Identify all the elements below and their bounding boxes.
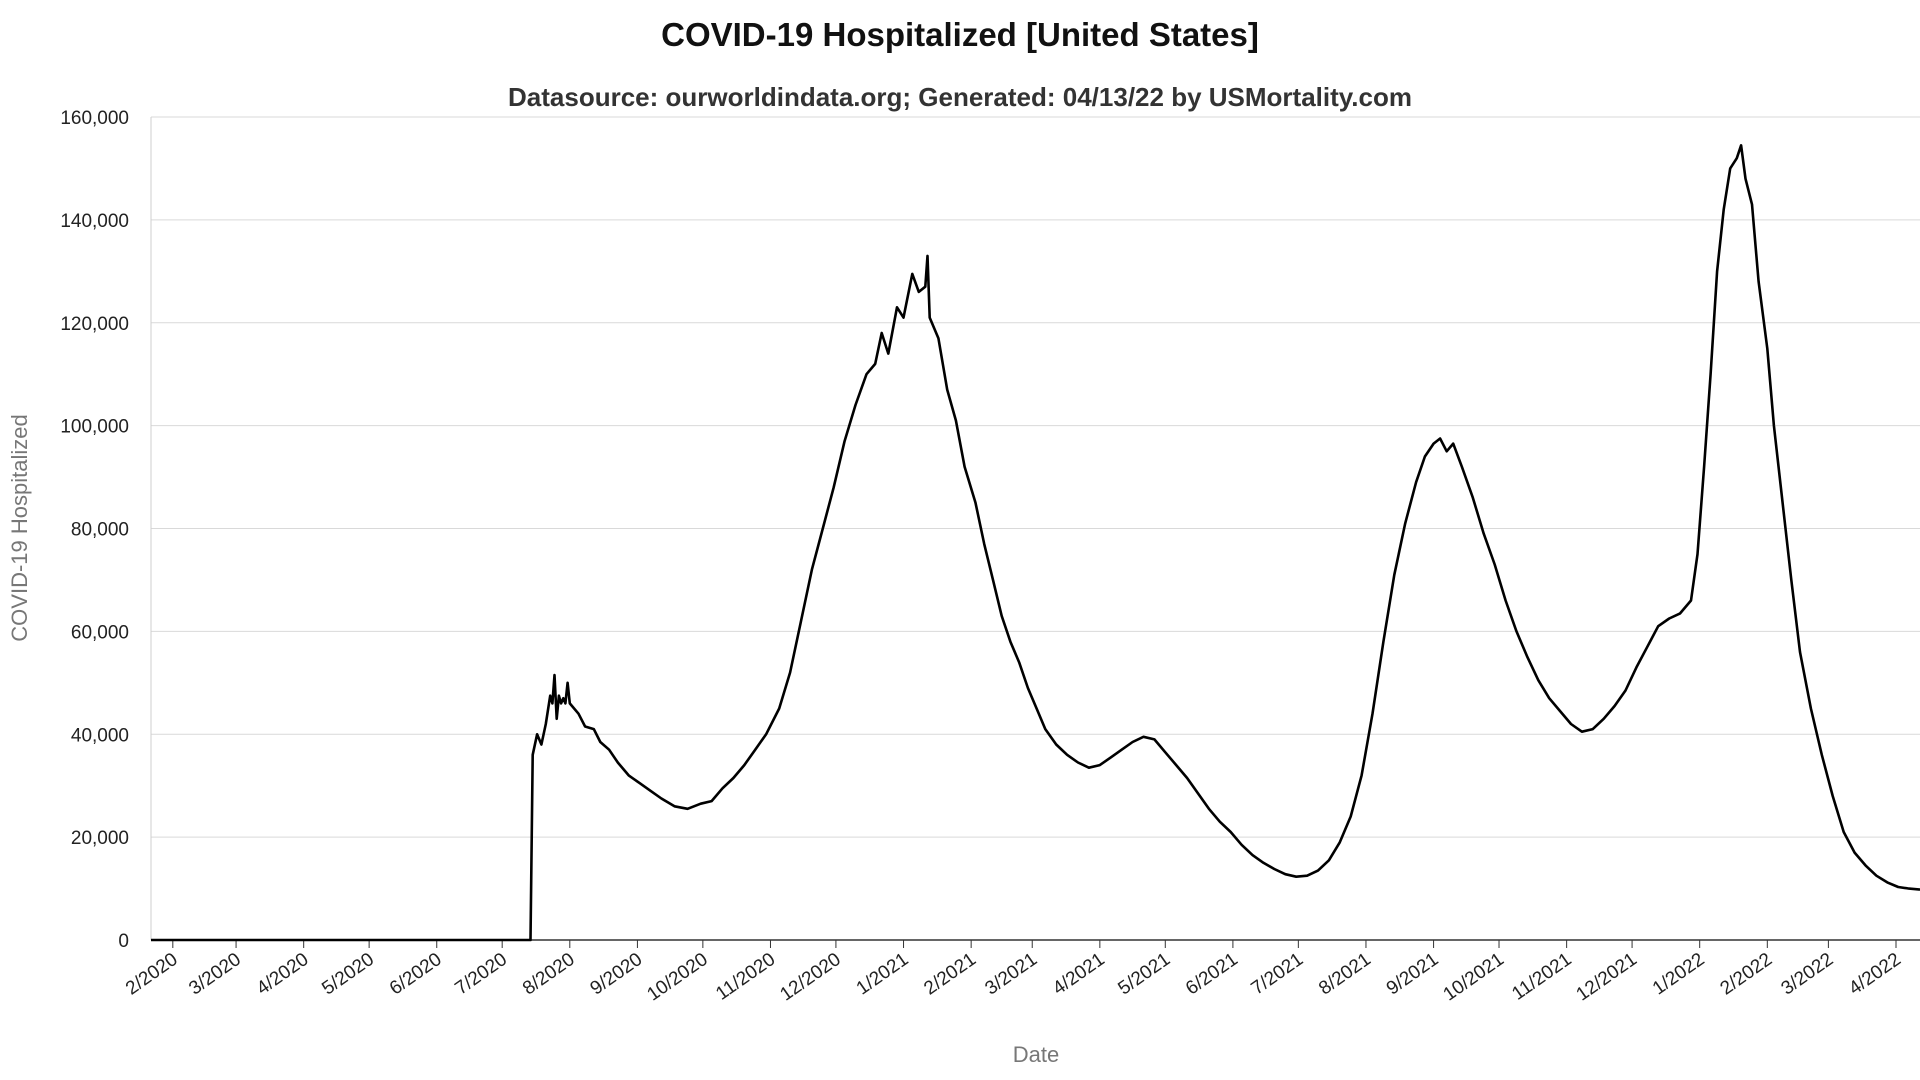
y-tick-label: 160,000 bbox=[60, 108, 129, 129]
x-tick-label: 12/2021 bbox=[1573, 949, 1641, 1006]
x-tick-label: 3/2021 bbox=[981, 949, 1041, 1000]
y-tick-label: 140,000 bbox=[60, 211, 129, 232]
x-tick-label: 8/2021 bbox=[1315, 949, 1375, 1000]
y-tick-label: 120,000 bbox=[60, 314, 129, 335]
x-axis-title: Date bbox=[1013, 1042, 1059, 1067]
y-tick-label: 80,000 bbox=[71, 520, 129, 541]
x-tick-label: 7/2020 bbox=[451, 949, 511, 1000]
x-tick-label: 4/2021 bbox=[1049, 949, 1109, 1000]
y-tick-label: 100,000 bbox=[60, 417, 129, 438]
x-tick-label: 9/2020 bbox=[587, 949, 647, 1000]
x-tick-label: 4/2022 bbox=[1845, 949, 1905, 1000]
x-tick-label: 10/2021 bbox=[1440, 949, 1508, 1006]
x-tick-label: 6/2020 bbox=[386, 949, 446, 1000]
gridlines bbox=[151, 116, 1920, 941]
x-tick-label: 11/2021 bbox=[1508, 949, 1575, 1005]
x-tick-label: 10/2020 bbox=[643, 949, 711, 1006]
x-tick-label: 8/2020 bbox=[519, 949, 579, 1000]
x-tick-label: 11/2020 bbox=[712, 949, 779, 1005]
x-tick-label: 2/2021 bbox=[920, 949, 980, 1000]
x-tick-label: 12/2020 bbox=[776, 949, 844, 1006]
x-tick-label: 2/2020 bbox=[122, 949, 182, 1000]
x-tick-label: 1/2022 bbox=[1649, 949, 1709, 1000]
series-layer bbox=[151, 144, 1920, 942]
axes: 0 20,000 40,000 60,000 80,000 100,000 120,000 1… bbox=[60, 108, 1920, 1005]
x-tick-label: 4/2020 bbox=[253, 949, 313, 1000]
y-tick-label: 20,000 bbox=[71, 828, 129, 849]
x-tick-label: 6/2021 bbox=[1182, 949, 1242, 1000]
x-tick-label: 3/2022 bbox=[1778, 949, 1838, 1000]
x-tick-label: 5/2021 bbox=[1114, 949, 1174, 1000]
y-tick-label: 40,000 bbox=[71, 725, 129, 746]
y-tick-label: 0 bbox=[118, 931, 129, 952]
x-tick-label: 2/2022 bbox=[1717, 949, 1777, 1000]
x-tick-label: 5/2020 bbox=[318, 949, 378, 1000]
x-tick-label: 7/2021 bbox=[1248, 949, 1308, 1000]
x-tick-label: 3/2020 bbox=[185, 949, 245, 1000]
y-tick-label: 60,000 bbox=[71, 622, 129, 643]
chart-subtitle: Datasource: ourworldindata.org; Generate… bbox=[508, 82, 1412, 112]
y-axis-title: COVID-19 Hospitalized bbox=[7, 414, 32, 641]
x-tick-label: 9/2021 bbox=[1383, 949, 1443, 1000]
chart-title: COVID-19 Hospitalized [United States] bbox=[661, 16, 1259, 53]
x-tick-label: 1/2021 bbox=[853, 949, 913, 1000]
series-line bbox=[151, 144, 1920, 942]
